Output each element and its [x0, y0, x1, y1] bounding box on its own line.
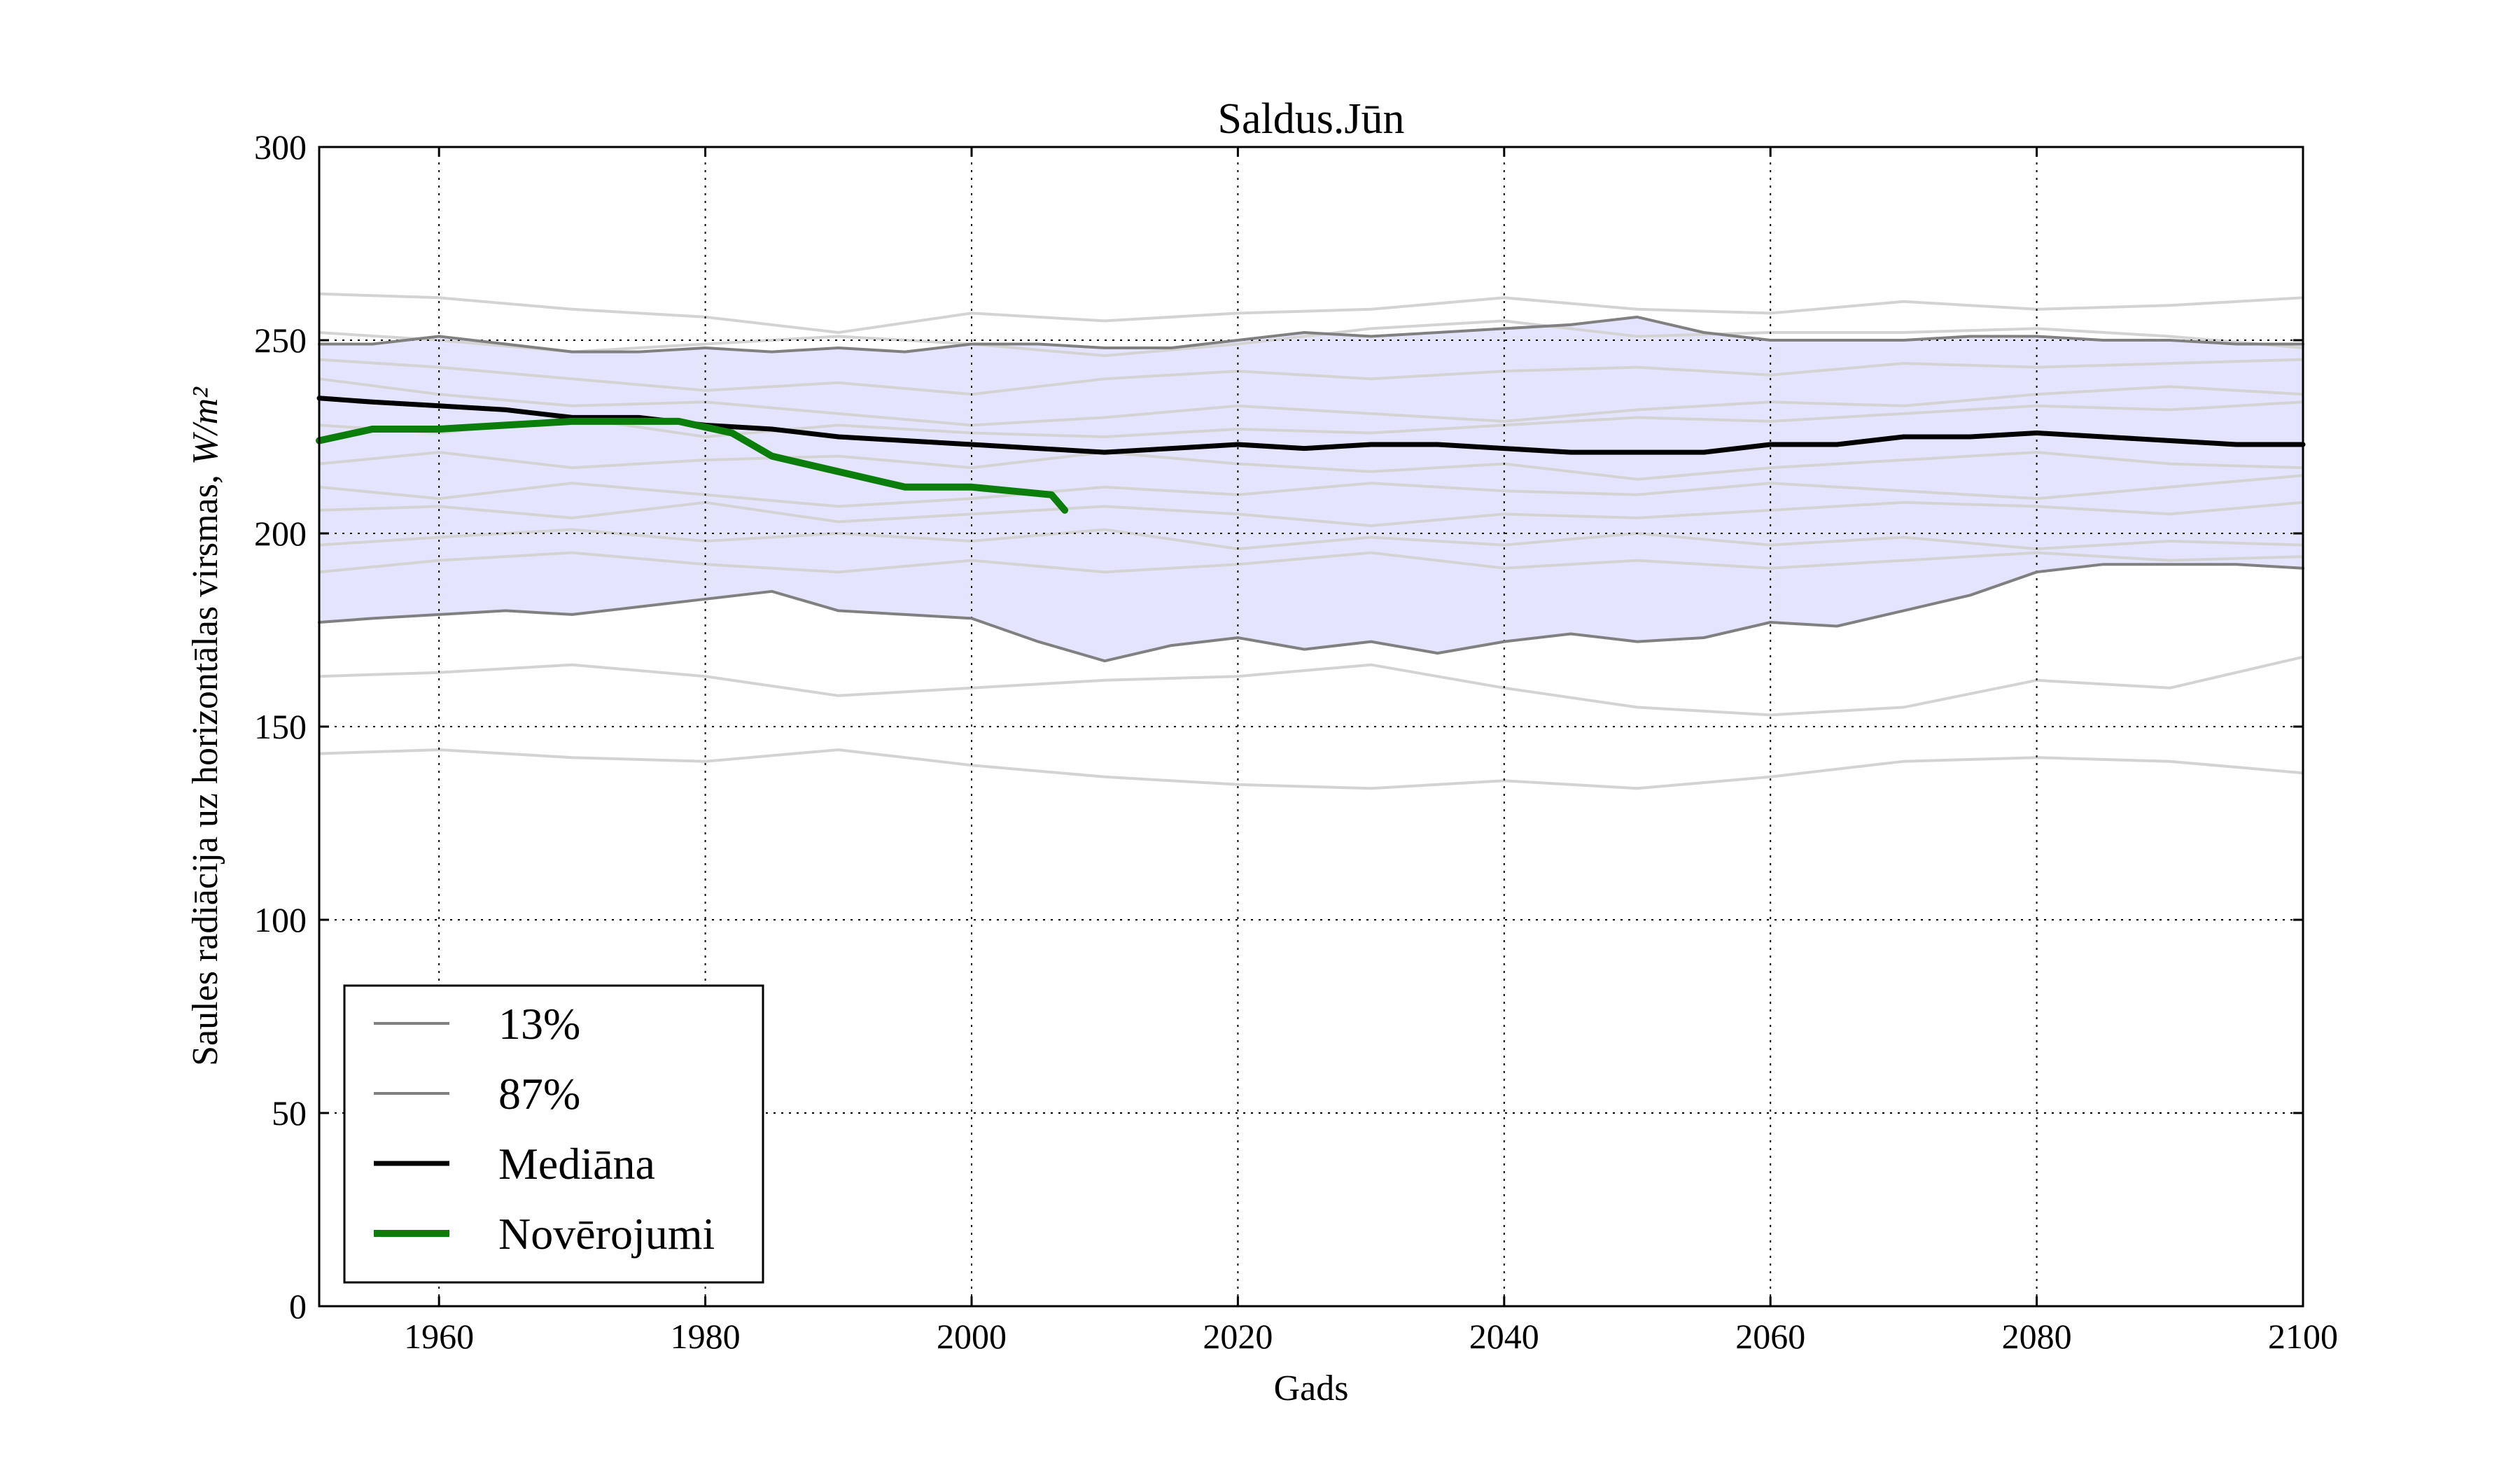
- x-tick-label: 2080: [2002, 1317, 2072, 1356]
- ensemble-member-line: [318, 655, 2304, 717]
- legend-label: Mediāna: [498, 1139, 655, 1189]
- series-lines: [316, 315, 2306, 663]
- series-line: [316, 417, 1069, 514]
- x-tick-label: 2020: [1203, 1317, 1273, 1356]
- legend-label: 13%: [498, 999, 580, 1049]
- x-tick-label: 2100: [2268, 1317, 2338, 1356]
- ticks: 1960 1980 2000 2020 2040 2060 2080 2100 0 50 100 15…: [254, 127, 2338, 1356]
- y-axis-title-text: Saules radiācija uz horizontālas virsmas…: [186, 475, 225, 1066]
- ensemble-member-line: [318, 358, 2304, 396]
- x-tick-label: 1960: [404, 1317, 474, 1356]
- y-axis-title-unit: W/m²: [186, 386, 225, 465]
- y-tick-label: 250: [254, 321, 307, 360]
- ensemble-members: [318, 292, 2304, 790]
- ensemble-member-line: [318, 748, 2304, 790]
- x-tick-label: 2040: [1469, 1317, 1539, 1356]
- ensemble-member-line: [318, 400, 2304, 438]
- y-axis-title: Saules radiācija uz horizontālas virsmas…: [186, 386, 225, 1066]
- ensemble-member-line: [318, 451, 2304, 481]
- ensemble-member-line: [318, 528, 2304, 551]
- x-axis-title: Gads: [1274, 1368, 1349, 1408]
- ensemble-member-line: [318, 319, 2304, 358]
- y-tick-label: 0: [289, 1287, 307, 1326]
- ensemble-member-line: [318, 292, 2304, 334]
- y-tick-label: 150: [254, 707, 307, 746]
- ensemble-member-line: [318, 551, 2304, 574]
- series-line: [318, 563, 2304, 663]
- legend-label: Novērojumi: [498, 1209, 715, 1259]
- x-tick-label: 1980: [671, 1317, 741, 1356]
- legend: 13% 87% Mediāna Novērojumi: [343, 984, 764, 1284]
- ensemble-member-line: [318, 377, 2304, 427]
- x-tick-label: 2060: [1735, 1317, 1805, 1356]
- legend-label: 87%: [498, 1069, 580, 1119]
- y-tick-label: 200: [254, 514, 307, 553]
- series-line: [318, 315, 2304, 354]
- y-tick-label: 300: [254, 127, 307, 167]
- ensemble-member-line: [318, 500, 2304, 527]
- chart-title: Saldus.Jūn: [1218, 95, 1405, 143]
- ensemble-member-line: [318, 474, 2304, 508]
- y-tick-label: 50: [272, 1093, 307, 1133]
- series-line: [316, 396, 2306, 455]
- y-tick-label: 100: [254, 900, 307, 939]
- x-tick-label: 2000: [937, 1317, 1007, 1356]
